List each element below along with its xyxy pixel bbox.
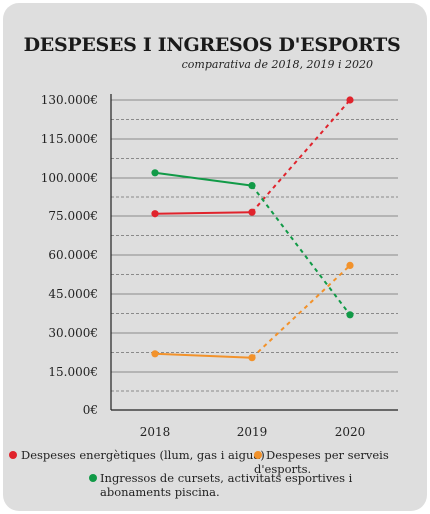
- x-tick-label: 2020: [335, 425, 366, 439]
- y-tick-label: 45.000€: [48, 287, 98, 301]
- data-point-services: [151, 350, 159, 358]
- y-tick-label: 75.000€: [48, 209, 98, 223]
- x-tick-label: 2019: [237, 425, 268, 439]
- y-tick-label: 0€: [83, 403, 98, 417]
- data-point-income: [151, 169, 159, 177]
- series-line-income: [154, 171, 253, 187]
- legend-item-services: Despeses per serveis d'esports.: [254, 448, 430, 476]
- y-tick-label: 15.000€: [48, 365, 98, 379]
- data-point-income: [248, 182, 256, 190]
- data-point-income: [346, 311, 354, 319]
- series-line-dashed-services: [251, 264, 351, 359]
- legend-label-income: Ingressos de cursets, activitats esporti…: [100, 471, 353, 499]
- legend-label-services: Despeses per serveis d'esports.: [254, 448, 389, 476]
- legend-item-income: Ingressos de cursets, activitats esporti…: [89, 471, 359, 499]
- legend-item-energy: Despeses energètiques (llum, gas i aigua…: [9, 448, 265, 462]
- data-point-energy: [151, 210, 159, 218]
- legend-marker-income: [89, 474, 97, 482]
- series-line-energy: [154, 211, 253, 215]
- legend-label-energy: Despeses energètiques (llum, gas i aigua…: [21, 448, 265, 462]
- data-point-energy: [248, 208, 256, 216]
- legend-marker-services: [254, 451, 262, 459]
- data-point-energy: [346, 96, 354, 104]
- y-tick-label: 115.000€: [41, 132, 98, 146]
- chart-subtitle: comparativa de 2018, 2019 i 2020: [181, 58, 373, 71]
- chart-title: DESPESES I INGRESOS D'ESPORTS: [23, 34, 401, 56]
- y-tick-label: 130.000€: [41, 93, 98, 107]
- chart-card: [3, 3, 427, 511]
- y-tick-label: 30.000€: [48, 326, 98, 340]
- data-point-services: [248, 354, 256, 362]
- series-line-dashed-energy: [251, 99, 351, 213]
- series-line-dashed-income: [251, 184, 351, 316]
- x-tick-label: 2018: [140, 425, 171, 439]
- y-tick-label: 100.000€: [41, 171, 98, 185]
- y-tick-label: 60.000€: [48, 248, 98, 262]
- series-line-services: [154, 352, 253, 359]
- data-point-services: [346, 261, 354, 269]
- legend-marker-energy: [9, 451, 17, 459]
